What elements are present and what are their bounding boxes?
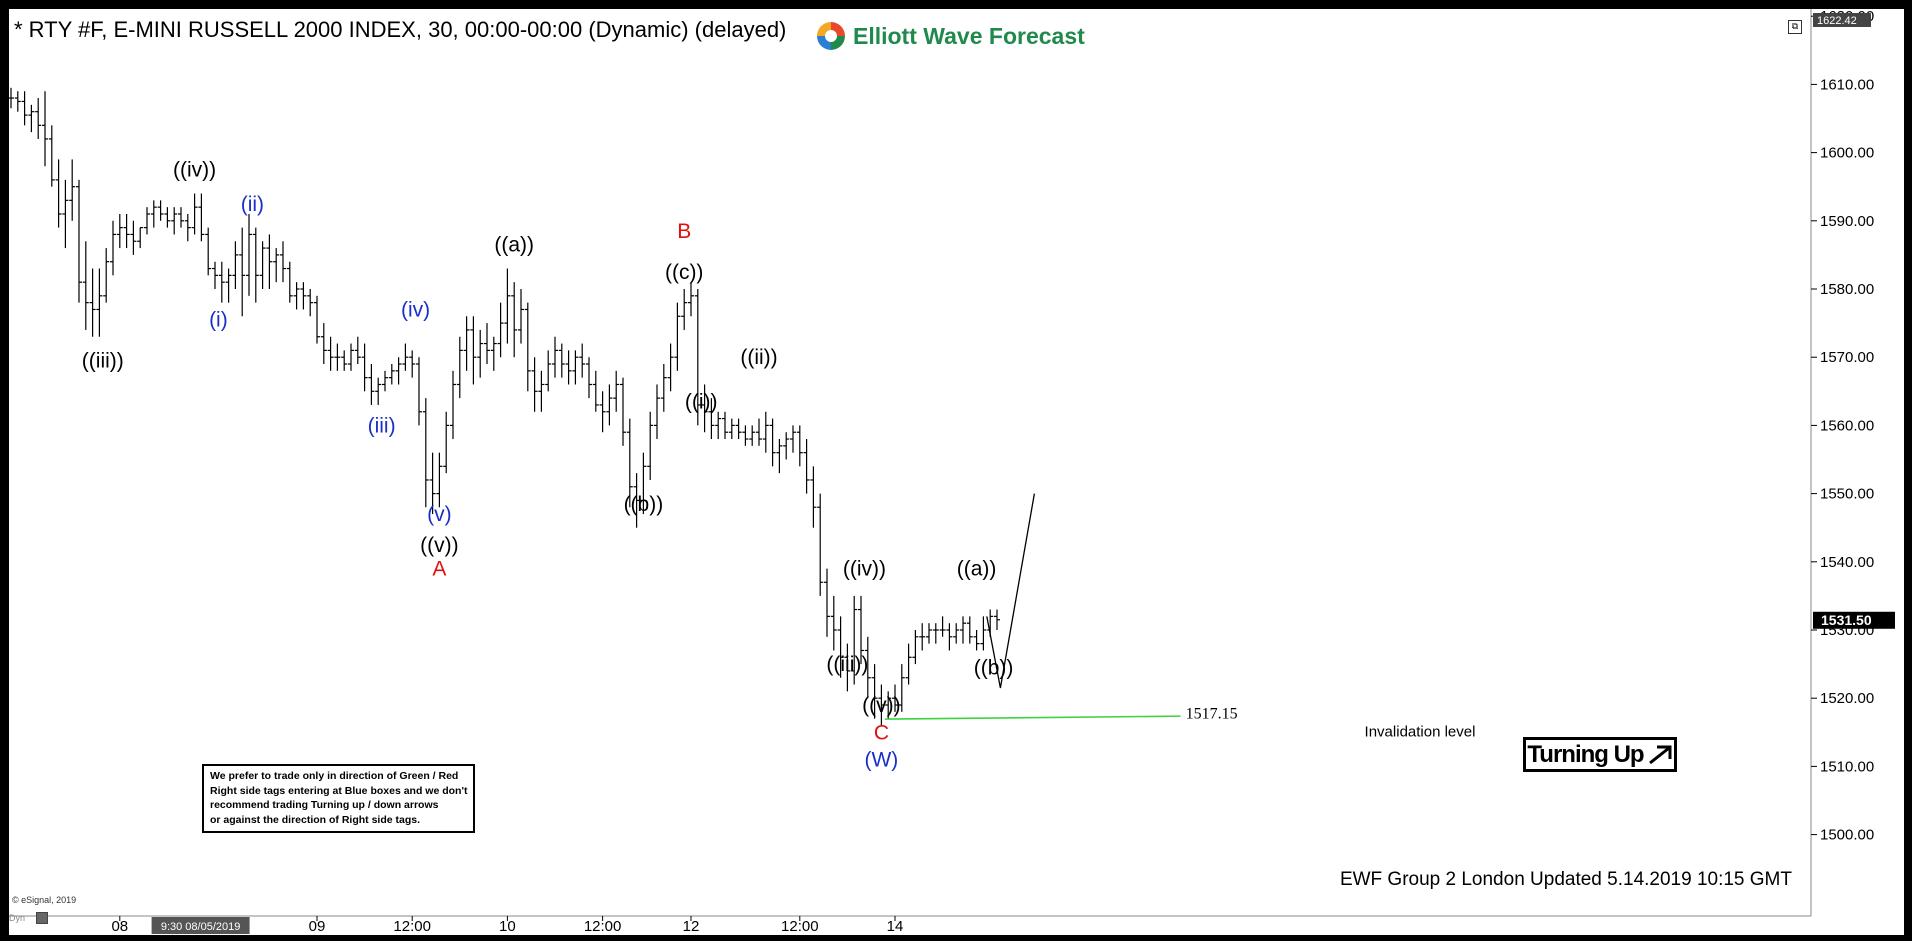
invalidation-text-label: Invalidation level <box>1365 724 1476 741</box>
y-tick-label: 1550.00 <box>1820 486 1874 503</box>
y-tick-label: 1520.00 <box>1820 690 1874 707</box>
wave-label: A <box>432 558 446 581</box>
last-price-tag <box>1813 611 1895 629</box>
wave-label: (iv) <box>401 298 430 321</box>
wave-label: ((b)) <box>974 657 1014 680</box>
x-tick-label: 12:00 <box>393 918 431 935</box>
wave-label: C <box>874 721 889 744</box>
logo-text: Elliott Wave Forecast <box>853 22 1085 49</box>
cursor-time-tag <box>151 917 250 934</box>
invalidation-line <box>884 715 1181 720</box>
y-axis-ticks: 1500.001510.001520.001530.001540.001550.… <box>1811 8 1895 844</box>
y-tick-label: 1590.00 <box>1820 213 1874 230</box>
logo: Elliott Wave Forecast <box>815 19 1085 53</box>
wave-label: ((v)) <box>420 534 458 557</box>
x-axis-ticks: 08 09 12:00 10 12:00 12 12:00 14 9:30 08/05/2019 <box>111 916 903 935</box>
wave-label: (i) <box>209 309 228 332</box>
y-tick-label: 1510.00 <box>1820 758 1874 775</box>
dyn-toggle[interactable] <box>36 912 48 924</box>
ohlc-bars <box>8 87 1000 726</box>
x-tick-label: 12:00 <box>584 918 622 935</box>
trading-notice: We prefer to trade only in direction of … <box>202 764 475 833</box>
top-price-tag-label: 1622.42 <box>1817 15 1857 27</box>
x-tick-label: 10 <box>499 918 516 935</box>
x-tick-label: 12:00 <box>781 918 819 935</box>
wave-label: (W) <box>864 749 898 772</box>
wave-label: ((iv)) <box>173 159 216 182</box>
wave-label: ((i)) <box>685 391 718 414</box>
x-tick-label: 12 <box>683 918 700 935</box>
y-tick-label: 1540.00 <box>1820 554 1874 571</box>
chart-title: * RTY #F, E-MINI RUSSELL 2000 INDEX, 30,… <box>14 17 787 42</box>
wave-label: ((iii)) <box>826 653 868 676</box>
wave-label: ((iv)) <box>843 558 886 581</box>
y-tick-label: 1500.00 <box>1820 827 1874 844</box>
wave-label: B <box>677 220 691 243</box>
x-tick-label: 08 <box>111 918 128 935</box>
y-tick-label: 1610.00 <box>1820 76 1874 93</box>
notice-line: or against the direction of Right side t… <box>210 813 421 826</box>
time-axis <box>9 916 1904 935</box>
wave-label: (v) <box>427 503 452 526</box>
price-axis <box>1811 9 1904 916</box>
copyright: © eSignal, 2019 <box>12 895 77 905</box>
wave-label: ((iii)) <box>82 350 124 373</box>
top-price-tag <box>1813 13 1871 27</box>
logo-icon <box>817 22 845 50</box>
x-tick-label: 09 <box>309 918 326 935</box>
dyn-label: Dyn <box>9 913 26 923</box>
wave-label: ((c)) <box>665 261 703 284</box>
wave-label: ((a)) <box>957 558 997 581</box>
wave-label: ((ii)) <box>740 346 777 369</box>
wave-label: ((a)) <box>494 234 534 257</box>
last-price-label: 1531.50 <box>1821 612 1872 628</box>
notice-line: We prefer to trade only in direction of … <box>210 770 459 782</box>
wave-label: (ii) <box>241 193 264 216</box>
wave-labels: ((iii))((iv))(i)(ii)(iii)(iv)(v)((v))A((… <box>82 159 1014 772</box>
invalidation-value-label: 1517.15 <box>1186 706 1238 723</box>
wave-label: (iii) <box>368 414 396 437</box>
overlays: 1517.15 Invalidation level <box>884 493 1476 741</box>
turning-up-badge: Turning Up <box>1523 737 1677 772</box>
wave-label: ((v)) <box>862 694 900 717</box>
projection-path <box>986 493 1036 689</box>
notice-line: recommend trading Turning up / down arro… <box>210 799 439 811</box>
update-stamp: EWF Group 2 London Updated 5.14.2019 10:… <box>1339 869 1792 890</box>
y-tick-label: 1570.00 <box>1820 349 1874 366</box>
wave-label: ((b)) <box>624 493 664 516</box>
y-tick-label: 1560.00 <box>1820 417 1874 434</box>
restore-window-icon[interactable]: ⧉ <box>1788 20 1802 34</box>
y-tick-label: 1600.00 <box>1820 145 1874 162</box>
y-tick-label: 1580.00 <box>1820 281 1874 298</box>
turning-up-label: Turning Up <box>1527 740 1644 768</box>
notice-line: Right side tags entering at Blue boxes a… <box>210 784 468 797</box>
cursor-time-label: 9:30 08/05/2019 <box>161 921 241 933</box>
x-tick-label: 14 <box>887 918 904 935</box>
arrow-up-right-icon <box>1648 745 1672 764</box>
